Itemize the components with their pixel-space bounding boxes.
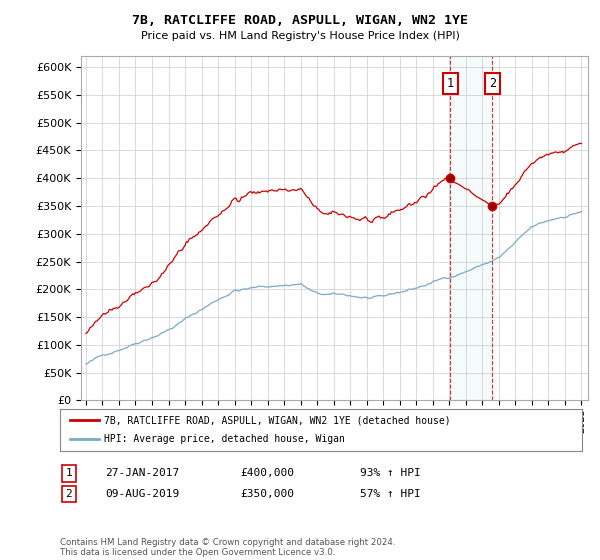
Text: 57% ↑ HPI: 57% ↑ HPI [360,489,421,499]
Text: Contains HM Land Registry data © Crown copyright and database right 2024.
This d: Contains HM Land Registry data © Crown c… [60,538,395,557]
Text: 2: 2 [488,77,496,90]
Text: 7B, RATCLIFFE ROAD, ASPULL, WIGAN, WN2 1YE: 7B, RATCLIFFE ROAD, ASPULL, WIGAN, WN2 1… [132,14,468,27]
Text: 93% ↑ HPI: 93% ↑ HPI [360,468,421,478]
Text: 1: 1 [447,77,454,90]
Text: £350,000: £350,000 [240,489,294,499]
Text: 09-AUG-2019: 09-AUG-2019 [105,489,179,499]
Text: HPI: Average price, detached house, Wigan: HPI: Average price, detached house, Wiga… [104,435,345,445]
Text: 27-JAN-2017: 27-JAN-2017 [105,468,179,478]
Text: 1: 1 [65,468,73,478]
Text: 2: 2 [65,489,73,499]
Text: 7B, RATCLIFFE ROAD, ASPULL, WIGAN, WN2 1YE (detached house): 7B, RATCLIFFE ROAD, ASPULL, WIGAN, WN2 1… [104,415,451,425]
Bar [451,56,492,400]
Text: £400,000: £400,000 [240,468,294,478]
Text: Price paid vs. HM Land Registry's House Price Index (HPI): Price paid vs. HM Land Registry's House … [140,31,460,41]
